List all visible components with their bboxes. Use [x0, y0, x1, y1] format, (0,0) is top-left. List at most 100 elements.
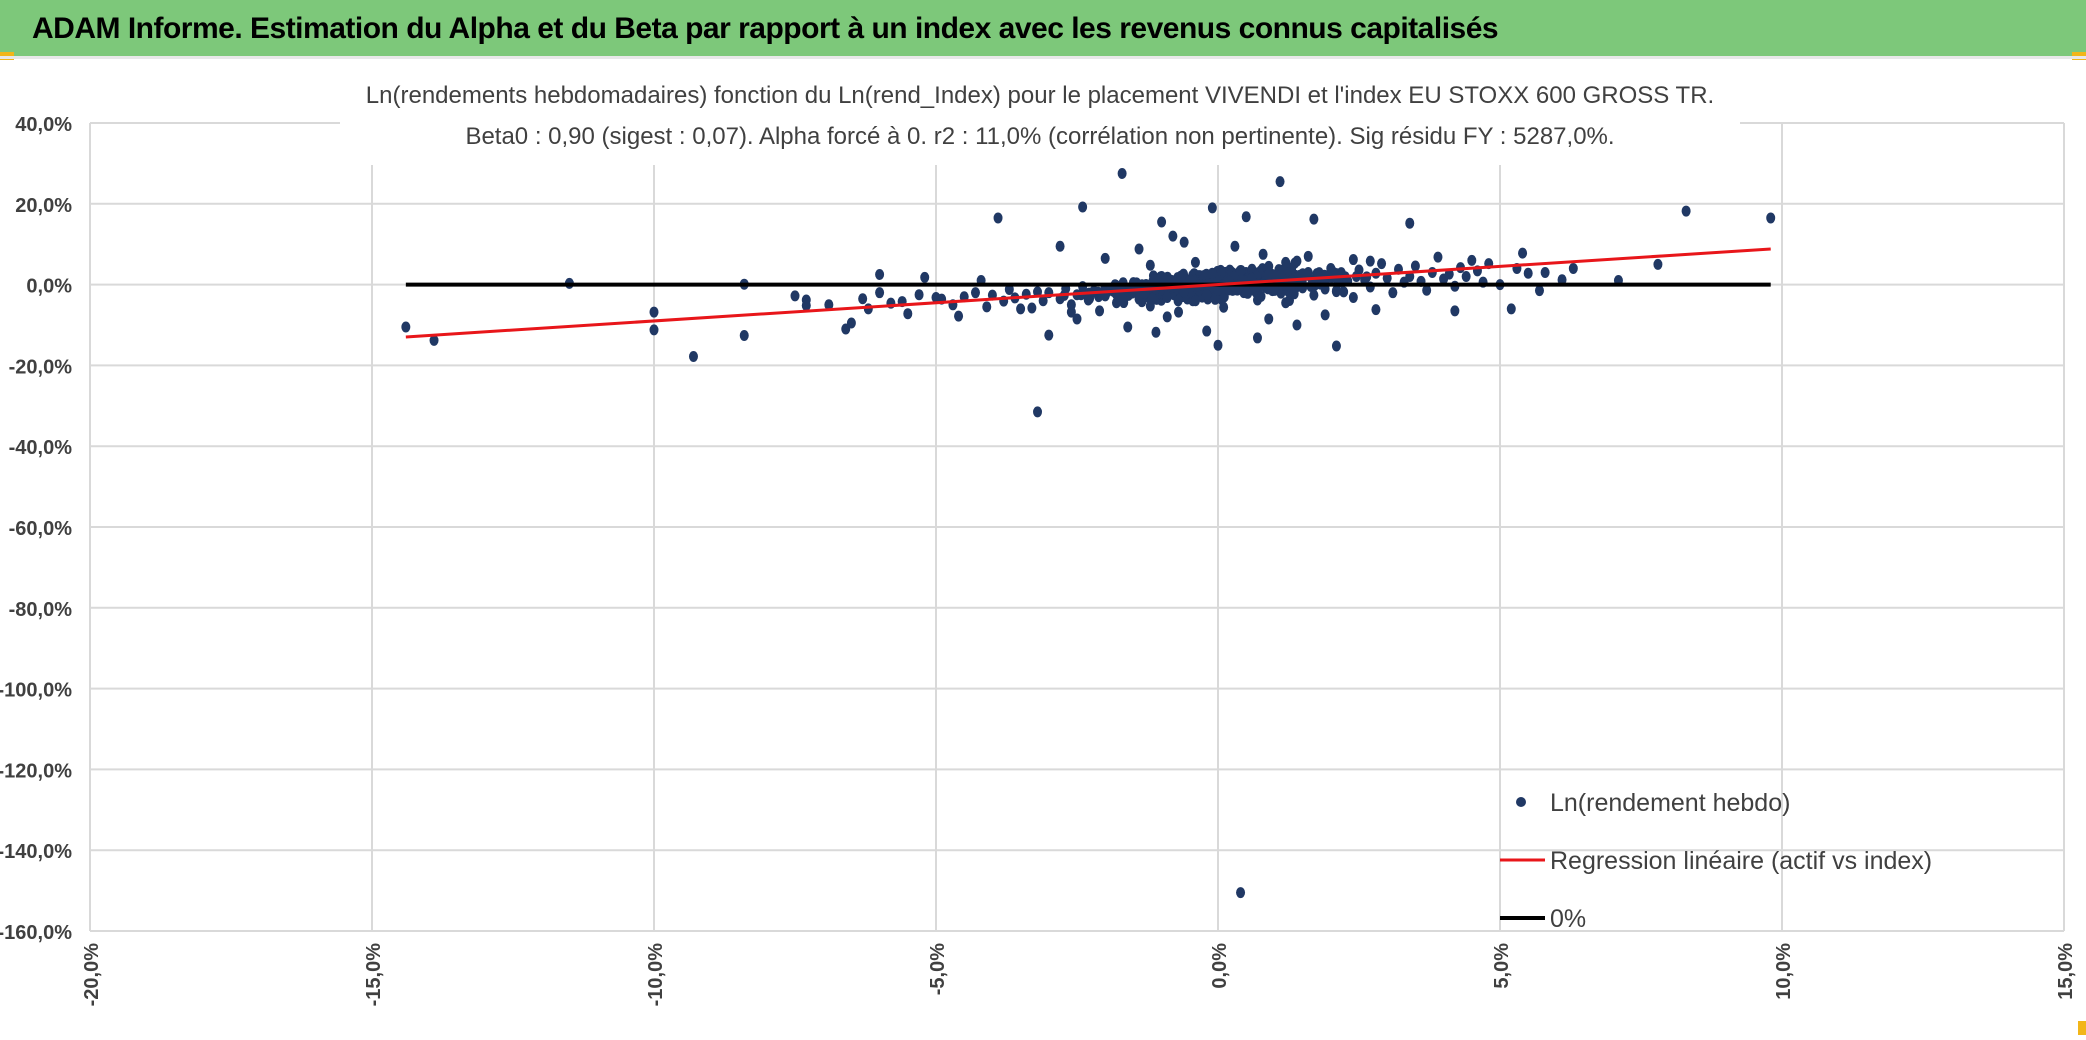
- y-tick-label: 40,0%: [15, 114, 72, 136]
- data-point: [1534, 285, 1544, 297]
- x-tick-label: 0,0%: [1209, 943, 1231, 989]
- data-point: [1405, 217, 1415, 229]
- data-point: [1236, 887, 1246, 899]
- data-point: [1072, 313, 1082, 325]
- data-point: [970, 287, 980, 299]
- data-point: [1467, 254, 1477, 266]
- data-point: [1303, 266, 1313, 278]
- data-point: [1207, 202, 1217, 214]
- data-point: [1066, 306, 1076, 318]
- data-point: [920, 271, 930, 283]
- data-point: [1241, 287, 1251, 299]
- data-point: [1540, 266, 1550, 278]
- data-point: [1083, 294, 1093, 306]
- chart-title-background: [340, 65, 1740, 165]
- data-point: [1388, 287, 1398, 299]
- data-point: [1016, 303, 1026, 315]
- data-point: [1339, 286, 1349, 298]
- data-point: [993, 212, 1003, 224]
- legend: Ln(rendement hebdo) Regression linéaire …: [1500, 789, 1932, 933]
- data-point: [1055, 240, 1065, 252]
- data-point: [688, 351, 698, 363]
- data-point: [739, 330, 749, 342]
- data-point: [1360, 274, 1370, 286]
- data-point: [1252, 332, 1262, 344]
- data-point: [1213, 339, 1223, 351]
- y-tick-label: -160,0%: [0, 922, 72, 944]
- data-point: [429, 334, 439, 346]
- data-point: [1033, 406, 1043, 418]
- data-point: [1326, 262, 1336, 274]
- chart-title-line-1: Ln(rendements hebdomadaires) fonction du…: [366, 82, 1714, 109]
- x-tick-label: -20,0%: [81, 943, 103, 1007]
- page-title: ADAM Informe. Estimation du Alpha et du …: [32, 12, 1499, 45]
- data-point: [1190, 256, 1200, 268]
- x-tick-label: -15,0%: [363, 943, 385, 1007]
- data-point: [1038, 295, 1048, 307]
- x-tick-label: -5,0%: [927, 943, 949, 995]
- data-point: [1309, 289, 1319, 301]
- data-point: [1202, 325, 1212, 337]
- data-point: [914, 289, 924, 301]
- data-point: [846, 317, 856, 329]
- legend-label-points: Ln(rendement hebdo): [1550, 789, 1790, 817]
- data-point: [801, 300, 811, 312]
- data-point: [1117, 168, 1127, 179]
- data-point: [1162, 311, 1172, 323]
- page-title-bar: ADAM Informe. Estimation du Alpha et du …: [0, 0, 2086, 56]
- data-point: [1377, 258, 1387, 270]
- data-point: [1506, 303, 1516, 315]
- y-tick-label: -20,0%: [9, 356, 73, 378]
- data-point: [1157, 271, 1167, 283]
- data-point: [649, 306, 659, 318]
- data-point: [1174, 306, 1184, 318]
- x-tick-label: -10,0%: [645, 943, 667, 1007]
- data-point: [1157, 216, 1167, 228]
- data-point: [875, 287, 885, 299]
- data-point: [903, 308, 913, 320]
- data-point: [1176, 270, 1186, 282]
- data-point: [1382, 272, 1392, 284]
- data-point: [858, 293, 868, 305]
- data-point: [1027, 302, 1037, 314]
- data-point: [1264, 313, 1274, 325]
- gridlines: [89, 122, 2065, 932]
- data-point: [1281, 297, 1291, 309]
- data-point: [1202, 289, 1212, 301]
- chart-title-line-2: Beta0 : 0,90 (sigest : 0,07). Alpha forc…: [465, 123, 1614, 150]
- legend-label-regression: Regression linéaire (actif vs index): [1550, 847, 1932, 875]
- y-tick-label: -40,0%: [9, 437, 73, 459]
- data-point: [1044, 329, 1054, 341]
- data-point: [1095, 305, 1105, 317]
- data-point: [1241, 211, 1251, 223]
- data-point: [875, 269, 885, 280]
- data-point: [1371, 304, 1381, 316]
- y-tick-label: 20,0%: [15, 195, 72, 217]
- data-point: [1145, 259, 1155, 271]
- y-tick-label: -140,0%: [0, 841, 72, 863]
- data-point: [1151, 326, 1161, 338]
- data-point: [790, 290, 800, 302]
- data-point: [1557, 274, 1567, 286]
- data-point: [1292, 319, 1302, 331]
- data-point: [1450, 305, 1460, 317]
- scatter-chart: 40,0% 20,0% 0,0% -20,0% -40,0% -60,0% -80,0% -1…: [0, 65, 2077, 1007]
- y-tick-label: -120,0%: [0, 760, 72, 782]
- data-point: [1185, 274, 1195, 286]
- x-tick-label: 15,0%: [2055, 943, 2077, 1000]
- data-point: [982, 301, 992, 313]
- data-point: [1123, 321, 1133, 333]
- data-point: [1348, 292, 1358, 304]
- data-point: [1422, 284, 1432, 296]
- data-point: [1275, 270, 1285, 282]
- data-point: [1230, 240, 1240, 252]
- data-point: [649, 324, 659, 336]
- data-point: [1410, 260, 1420, 272]
- y-tick-label: -100,0%: [0, 680, 72, 702]
- data-point: [1461, 271, 1471, 283]
- data-point: [1275, 176, 1285, 188]
- data-point: [1078, 201, 1088, 213]
- data-point: [1179, 236, 1189, 248]
- data-point: [1518, 247, 1528, 259]
- chart-frame: 40,0% 20,0% 0,0% -20,0% -40,0% -60,0% -80,0% -1…: [0, 56, 2086, 1035]
